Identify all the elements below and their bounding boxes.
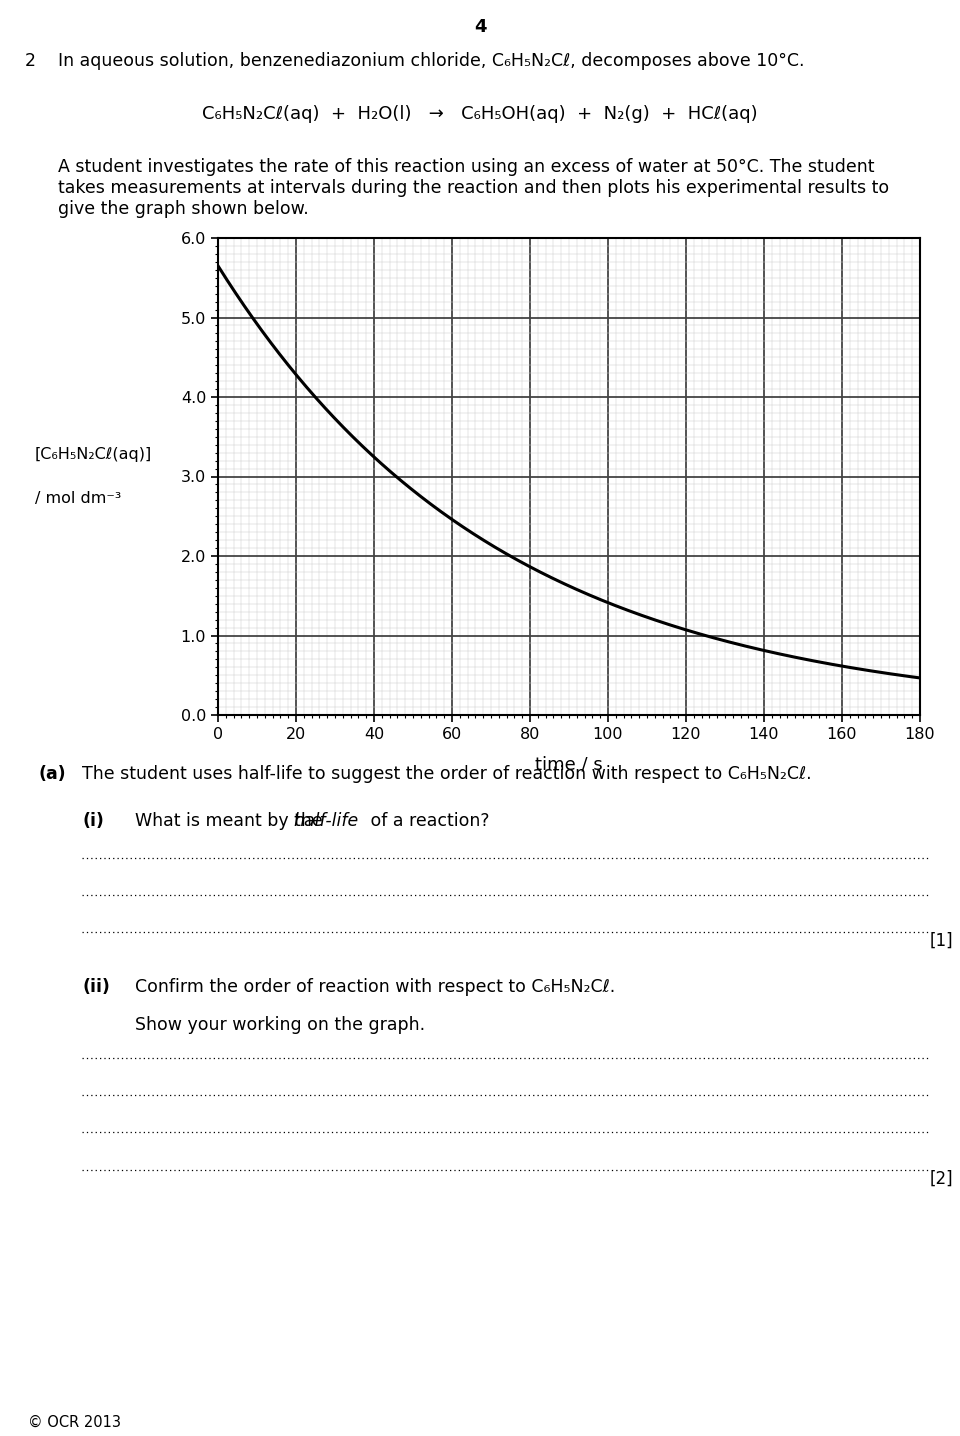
Text: of a reaction?: of a reaction? [365, 811, 490, 830]
Text: A student investigates the rate of this reaction using an excess of water at 50°: A student investigates the rate of this … [58, 158, 889, 218]
Text: © OCR 2013: © OCR 2013 [28, 1414, 121, 1430]
Text: half-life: half-life [293, 811, 358, 830]
Text: C₆H₅N₂Cℓ(aq)  +  H₂O(l)   →   C₆H₅OH(aq)  +  N₂(g)  +  HCℓ(aq): C₆H₅N₂Cℓ(aq) + H₂O(l) → C₆H₅OH(aq) + N₂(… [203, 105, 757, 123]
Text: (ii): (ii) [82, 978, 109, 997]
Text: [1]: [1] [930, 932, 953, 951]
Text: The student uses half-life to suggest the order of reaction with respect to C₆H₅: The student uses half-life to suggest th… [82, 765, 811, 783]
Text: In aqueous solution, benzenediazonium chloride, C₆H₅N₂Cℓ, decomposes above 10°C.: In aqueous solution, benzenediazonium ch… [58, 52, 804, 70]
Text: (i): (i) [82, 811, 104, 830]
Text: 2: 2 [25, 52, 36, 70]
Text: [2]: [2] [930, 1170, 953, 1188]
Text: Show your working on the graph.: Show your working on the graph. [135, 1017, 425, 1034]
Text: (a): (a) [38, 765, 65, 783]
Text: Confirm the order of reaction with respect to C₆H₅N₂Cℓ.: Confirm the order of reaction with respe… [135, 978, 615, 997]
Text: / mol dm⁻³: / mol dm⁻³ [35, 491, 121, 505]
X-axis label: time / s: time / s [535, 755, 603, 774]
Text: 4: 4 [473, 19, 487, 36]
Text: [C₆H₅N₂Cℓ(aq)]: [C₆H₅N₂Cℓ(aq)] [35, 448, 153, 462]
Text: What is meant by the: What is meant by the [135, 811, 328, 830]
